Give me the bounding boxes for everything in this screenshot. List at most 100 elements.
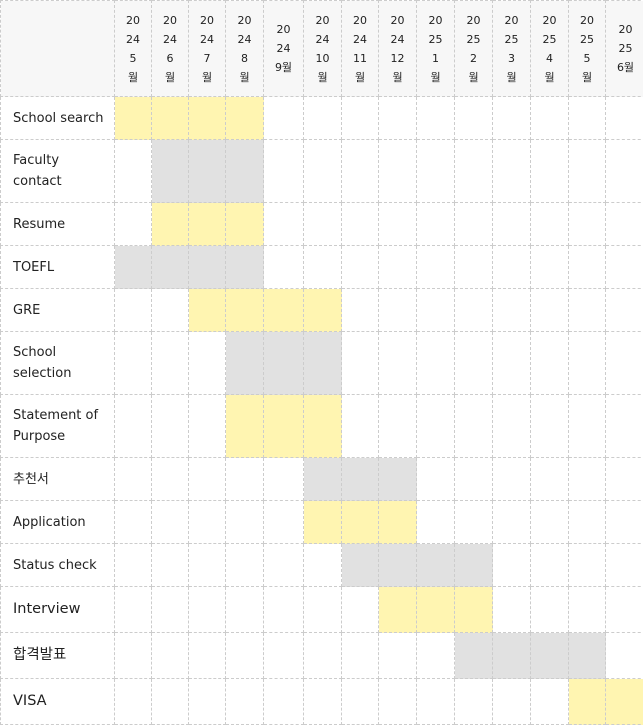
timeline-bar-cell xyxy=(341,543,379,587)
task-row: 추천서 xyxy=(0,457,643,501)
timeline-empty-cell xyxy=(378,678,417,725)
timeline-bar-cell xyxy=(303,500,342,544)
timeline-empty-cell xyxy=(341,139,379,203)
timeline-empty-cell xyxy=(492,288,531,332)
timeline-empty-cell xyxy=(263,500,304,544)
timeline-empty-cell xyxy=(416,331,455,395)
timeline-empty-cell xyxy=(605,586,643,633)
task-name: TOEFL xyxy=(0,245,115,289)
timeline-empty-cell xyxy=(263,202,304,246)
timeline-empty-cell xyxy=(114,678,152,725)
timeline-empty-cell xyxy=(114,543,152,587)
timeline-empty-cell xyxy=(225,457,264,501)
timeline-empty-cell xyxy=(492,96,531,140)
task-row: 합격발표 xyxy=(0,632,643,679)
month-label: 20 24 12 월 xyxy=(390,13,405,84)
task-row: TOEFL xyxy=(0,245,643,289)
timeline-empty-cell xyxy=(530,288,569,332)
month-label: 20 25 5 월 xyxy=(580,13,594,84)
month-label: 20 24 9월 xyxy=(274,23,293,74)
timeline-empty-cell xyxy=(341,202,379,246)
timeline-empty-cell xyxy=(263,543,304,587)
timeline-empty-cell xyxy=(188,500,226,544)
timeline-empty-cell xyxy=(151,457,189,501)
task-row: Faculty contact xyxy=(0,139,643,203)
timeline-empty-cell xyxy=(605,288,643,332)
timeline-empty-cell xyxy=(454,96,493,140)
timeline-empty-cell xyxy=(568,96,606,140)
timeline-bar-cell xyxy=(151,245,189,289)
timeline-empty-cell xyxy=(151,586,189,633)
timeline-empty-cell xyxy=(530,678,569,725)
timeline-empty-cell xyxy=(114,500,152,544)
month-header: 20 25 2 월 xyxy=(454,0,493,97)
task-row: GRE xyxy=(0,288,643,332)
timeline-empty-cell xyxy=(605,543,643,587)
timeline-empty-cell xyxy=(188,457,226,501)
timeline-bar-cell xyxy=(454,632,493,679)
timeline-empty-cell xyxy=(263,245,304,289)
month-header: 20 25 4 월 xyxy=(530,0,569,97)
timeline-empty-cell xyxy=(605,632,643,679)
task-name: Resume xyxy=(0,202,115,246)
timeline-empty-cell xyxy=(416,457,455,501)
timeline-empty-cell xyxy=(568,288,606,332)
timeline-empty-cell xyxy=(341,394,379,458)
month-header: 20 25 3 월 xyxy=(492,0,531,97)
timeline-empty-cell xyxy=(416,96,455,140)
timeline-empty-cell xyxy=(416,288,455,332)
timeline-empty-cell xyxy=(378,96,417,140)
timeline-empty-cell xyxy=(303,245,342,289)
task-row: Status check xyxy=(0,543,643,587)
timeline-empty-cell xyxy=(492,457,531,501)
timeline-empty-cell xyxy=(114,202,152,246)
timeline-empty-cell xyxy=(492,543,531,587)
month-header: 20 24 5 월 xyxy=(114,0,152,97)
timeline-bar-cell xyxy=(492,632,531,679)
month-header: 20 24 10 월 xyxy=(303,0,342,97)
timeline-empty-cell xyxy=(530,202,569,246)
timeline-empty-cell xyxy=(114,394,152,458)
timeline-empty-cell xyxy=(341,331,379,395)
task-name: School selection xyxy=(0,331,115,395)
month-label: 20 25 4 월 xyxy=(542,13,557,84)
timeline-bar-cell xyxy=(225,139,264,203)
timeline-empty-cell xyxy=(263,96,304,140)
timeline-empty-cell xyxy=(151,500,189,544)
month-header: 20 25 5 월 xyxy=(568,0,606,97)
timeline-empty-cell xyxy=(605,96,643,140)
timeline-empty-cell xyxy=(114,632,152,679)
timeline-bar-cell xyxy=(114,245,152,289)
timeline-bar-cell xyxy=(188,288,226,332)
timeline-empty-cell xyxy=(605,457,643,501)
timeline-empty-cell xyxy=(454,139,493,203)
timeline-empty-cell xyxy=(454,202,493,246)
timeline-empty-cell xyxy=(568,202,606,246)
timeline-bar-cell xyxy=(263,331,304,395)
timeline-bar-cell xyxy=(225,394,264,458)
timeline-bar-cell xyxy=(303,288,342,332)
timeline-empty-cell xyxy=(188,586,226,633)
timeline-empty-cell xyxy=(416,245,455,289)
timeline-bar-cell xyxy=(151,139,189,203)
timeline-bar-cell xyxy=(454,543,493,587)
timeline-empty-cell xyxy=(303,632,342,679)
timeline-empty-cell xyxy=(492,245,531,289)
month-label: 20 24 6 월 xyxy=(163,13,177,84)
timeline-empty-cell xyxy=(492,139,531,203)
timeline-bar-cell xyxy=(341,500,379,544)
timeline-bar-cell xyxy=(378,457,417,501)
task-name: GRE xyxy=(0,288,115,332)
timeline-bar-cell xyxy=(530,632,569,679)
timeline-empty-cell xyxy=(454,245,493,289)
timeline-empty-cell xyxy=(225,500,264,544)
timeline-empty-cell xyxy=(263,632,304,679)
timeline-empty-cell xyxy=(303,678,342,725)
timeline-bar-cell xyxy=(151,202,189,246)
month-header: 20 24 6 월 xyxy=(151,0,189,97)
timeline-empty-cell xyxy=(416,500,455,544)
timeline-empty-cell xyxy=(114,288,152,332)
timeline-empty-cell xyxy=(303,96,342,140)
timeline-empty-cell xyxy=(416,678,455,725)
